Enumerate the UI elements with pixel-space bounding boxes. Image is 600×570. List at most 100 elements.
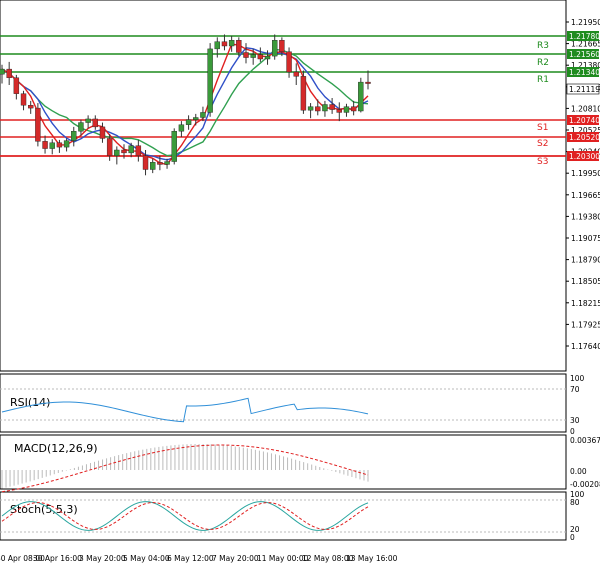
level-tag [567, 31, 599, 41]
price-tick-label: 1.19950 [571, 169, 600, 178]
candle-body [300, 76, 307, 111]
candle-body [171, 131, 177, 162]
time-label: 30 Apr 08:00 [0, 554, 45, 563]
candles [0, 34, 371, 176]
level-tag-label: 1.21780 [569, 32, 600, 41]
price-tick-label: 1.20810 [571, 104, 600, 113]
candle-body [28, 105, 34, 109]
price-tick-label: 1.18505 [571, 277, 600, 286]
macd-tick-zero: 0.00 [570, 467, 587, 476]
candle-body [286, 51, 292, 73]
price-tick-label: 1.20525 [571, 126, 600, 135]
level-tag [567, 67, 599, 77]
price-tick-label: 1.21380 [571, 61, 600, 70]
time-axis: 30 Apr 08:00 30 Apr 16:00 3 May 20:00 5 … [0, 554, 398, 563]
candle-body [272, 40, 278, 57]
candle-body [6, 68, 12, 78]
candle-body [243, 52, 249, 58]
candle-body [257, 54, 264, 60]
moving-averages [1, 43, 369, 166]
ma-green-line [1, 48, 369, 157]
stoch-signal-line [1, 502, 369, 530]
candle-body [99, 126, 106, 139]
candle-body [350, 106, 357, 112]
stoch-tick-20: 20 [570, 525, 580, 534]
support-resistance-lines: 1.21780 R3 1.21560 R2 1.21340 R1 1.207401.2052… [0, 31, 600, 167]
candle-body [114, 149, 120, 156]
ma-blue-line [1, 47, 369, 161]
time-label: 5 May 04:00 [123, 554, 170, 563]
candle-body [35, 107, 41, 142]
candle-body [250, 54, 256, 58]
candle-body [221, 41, 228, 47]
candle-body [71, 131, 77, 141]
candle-body [142, 155, 149, 170]
candle-body [178, 124, 185, 132]
candle-body [214, 41, 220, 50]
level-tag-label: 1.20300 [569, 152, 600, 161]
candle-body [135, 145, 142, 156]
time-label: 30 Apr 16:00 [33, 554, 82, 563]
level-tag-label: 1.20740 [569, 116, 600, 125]
macd-tick-max: 0.003674 [570, 436, 600, 445]
level-label: R3 [537, 41, 549, 51]
candle-body [279, 40, 285, 52]
candle-body [193, 117, 199, 120]
price-tick-label: 1.21665 [571, 40, 600, 49]
level-tag [567, 132, 599, 142]
rsi-tick-30: 30 [570, 416, 580, 425]
candle-body [329, 104, 335, 110]
candle-body [365, 81, 371, 84]
candle-body [56, 142, 63, 148]
candle-body [264, 55, 271, 60]
candle-body [322, 104, 328, 112]
price-tick-label: 1.19075 [571, 234, 600, 243]
stoch-tick-80: 80 [570, 498, 580, 507]
candle-body [185, 119, 192, 125]
level-label: R2 [537, 58, 549, 68]
level-label: S2 [537, 139, 548, 149]
candle-body [307, 106, 314, 111]
time-label: 3 May 20:00 [79, 554, 126, 563]
candle-body [150, 162, 156, 170]
candle-body [106, 138, 113, 156]
candle-body [293, 71, 299, 77]
stoch-title: Stoch(5,5,3) [10, 503, 78, 516]
time-label: 6 May 12:00 [167, 554, 214, 563]
level-label: S3 [537, 157, 548, 167]
candle-body [13, 77, 20, 94]
rsi-title: RSI(14) [10, 396, 50, 409]
candle-body [49, 142, 55, 149]
candle-body [358, 81, 364, 112]
level-label: S1 [537, 123, 548, 133]
candle-body [336, 109, 342, 113]
rsi-panel [0, 373, 567, 433]
candle-body [315, 106, 321, 112]
candle-body [207, 48, 213, 113]
level-tag-label: 1.21340 [569, 68, 600, 77]
time-label: 7 May 20:00 [212, 554, 259, 563]
rsi-line [1, 397, 369, 423]
price-tick-label: 1.17640 [571, 342, 600, 351]
candle-body [121, 149, 127, 154]
candle-body [63, 140, 70, 148]
macd-signal-line [1, 444, 369, 493]
price-tick-label: 1.21950 [571, 18, 600, 27]
current-price-label: 1.21119 [569, 85, 600, 94]
candle-body [0, 68, 5, 75]
level-label: R1 [537, 75, 549, 85]
stoch-tick-0: 0 [570, 533, 575, 542]
rsi-tick-100: 100 [570, 374, 585, 383]
price-tick-label: 1.19380 [571, 212, 600, 221]
stoch-main-line [1, 501, 369, 531]
candle-body [164, 161, 170, 165]
ma-red-line [1, 43, 369, 166]
price-tick-label: 1.19665 [571, 191, 600, 200]
stoch-tick-100: 100 [570, 490, 585, 499]
price-tick-label: 1.18215 [571, 299, 600, 308]
candle-body [92, 118, 98, 128]
current-price-tag [566, 83, 600, 95]
time-label: 11 May 00:00 [257, 554, 309, 563]
level-tag-label: 1.21560 [569, 50, 600, 59]
